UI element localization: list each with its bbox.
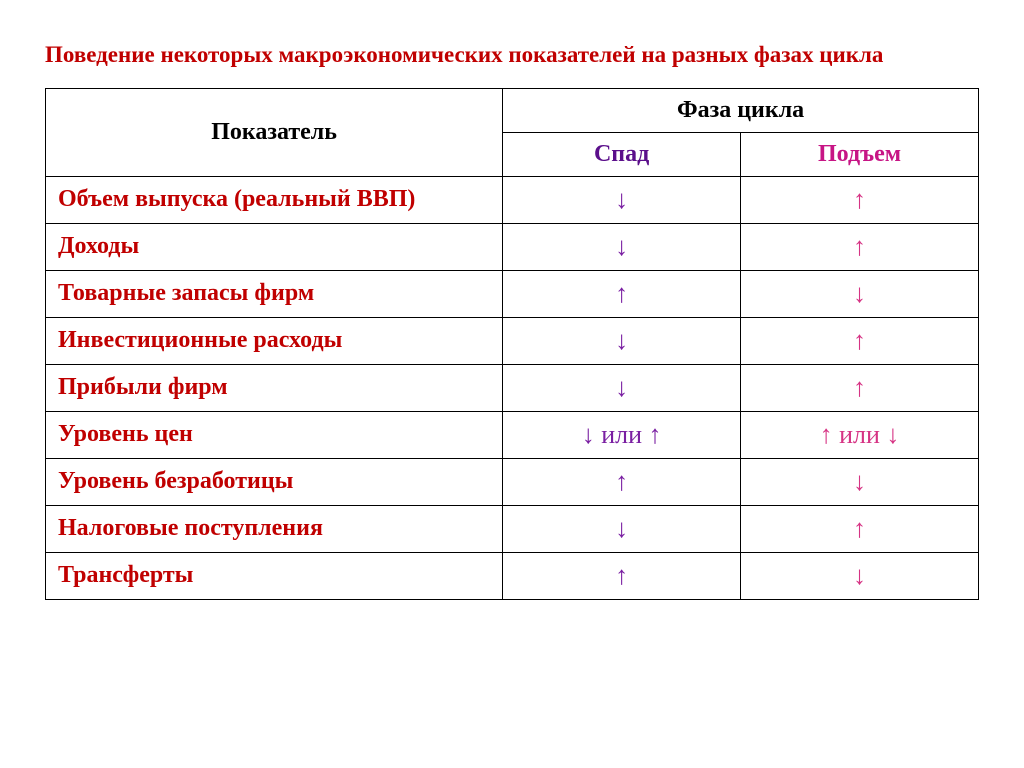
indicator-label: Инвестиционные расходы bbox=[46, 317, 503, 364]
recession-cell: ↑ bbox=[503, 458, 741, 505]
indicator-label: Товарные запасы фирм bbox=[46, 270, 503, 317]
table-row: Инвестиционные расходы↓↑ bbox=[46, 317, 979, 364]
table-row: Доходы↓↑ bbox=[46, 223, 979, 270]
header-row-1: Показатель Фаза цикла bbox=[46, 88, 979, 132]
header-expansion: Подъем bbox=[741, 132, 979, 176]
recession-cell: ↓ bbox=[503, 176, 741, 223]
recession-cell: ↓ или ↑ bbox=[503, 411, 741, 458]
table-row: Прибыли фирм↓↑ bbox=[46, 364, 979, 411]
recession-cell: ↑ bbox=[503, 270, 741, 317]
page-title: Поведение некоторых макроэкономических п… bbox=[45, 40, 979, 70]
recession-cell: ↑ bbox=[503, 552, 741, 599]
expansion-cell: ↑ или ↓ bbox=[741, 411, 979, 458]
expansion-cell: ↓ bbox=[741, 552, 979, 599]
recession-cell: ↓ bbox=[503, 317, 741, 364]
table-row: Налоговые поступления↓↑ bbox=[46, 505, 979, 552]
recession-cell: ↓ bbox=[503, 364, 741, 411]
expansion-cell: ↑ bbox=[741, 505, 979, 552]
expansion-cell: ↓ bbox=[741, 270, 979, 317]
header-phase: Фаза цикла bbox=[503, 88, 979, 132]
expansion-cell: ↑ bbox=[741, 364, 979, 411]
recession-cell: ↓ bbox=[503, 505, 741, 552]
indicator-label: Прибыли фирм bbox=[46, 364, 503, 411]
recession-cell: ↓ bbox=[503, 223, 741, 270]
table-row: Объем выпуска (реальный ВВП)↓↑ bbox=[46, 176, 979, 223]
indicators-table: Показатель Фаза цикла Спад Подъем Объем … bbox=[45, 88, 979, 600]
table-row: Трансферты↑↓ bbox=[46, 552, 979, 599]
expansion-cell: ↓ bbox=[741, 458, 979, 505]
header-recession: Спад bbox=[503, 132, 741, 176]
indicator-label: Трансферты bbox=[46, 552, 503, 599]
indicator-label: Доходы bbox=[46, 223, 503, 270]
table-row: Уровень цен↓ или ↑↑ или ↓ bbox=[46, 411, 979, 458]
table-row: Товарные запасы фирм↑↓ bbox=[46, 270, 979, 317]
indicator-label: Объем выпуска (реальный ВВП) bbox=[46, 176, 503, 223]
indicator-label: Уровень цен bbox=[46, 411, 503, 458]
expansion-cell: ↑ bbox=[741, 176, 979, 223]
indicator-label: Уровень безработицы bbox=[46, 458, 503, 505]
header-indicator: Показатель bbox=[46, 88, 503, 176]
indicator-label: Налоговые поступления bbox=[46, 505, 503, 552]
expansion-cell: ↑ bbox=[741, 317, 979, 364]
expansion-cell: ↑ bbox=[741, 223, 979, 270]
table-row: Уровень безработицы↑↓ bbox=[46, 458, 979, 505]
